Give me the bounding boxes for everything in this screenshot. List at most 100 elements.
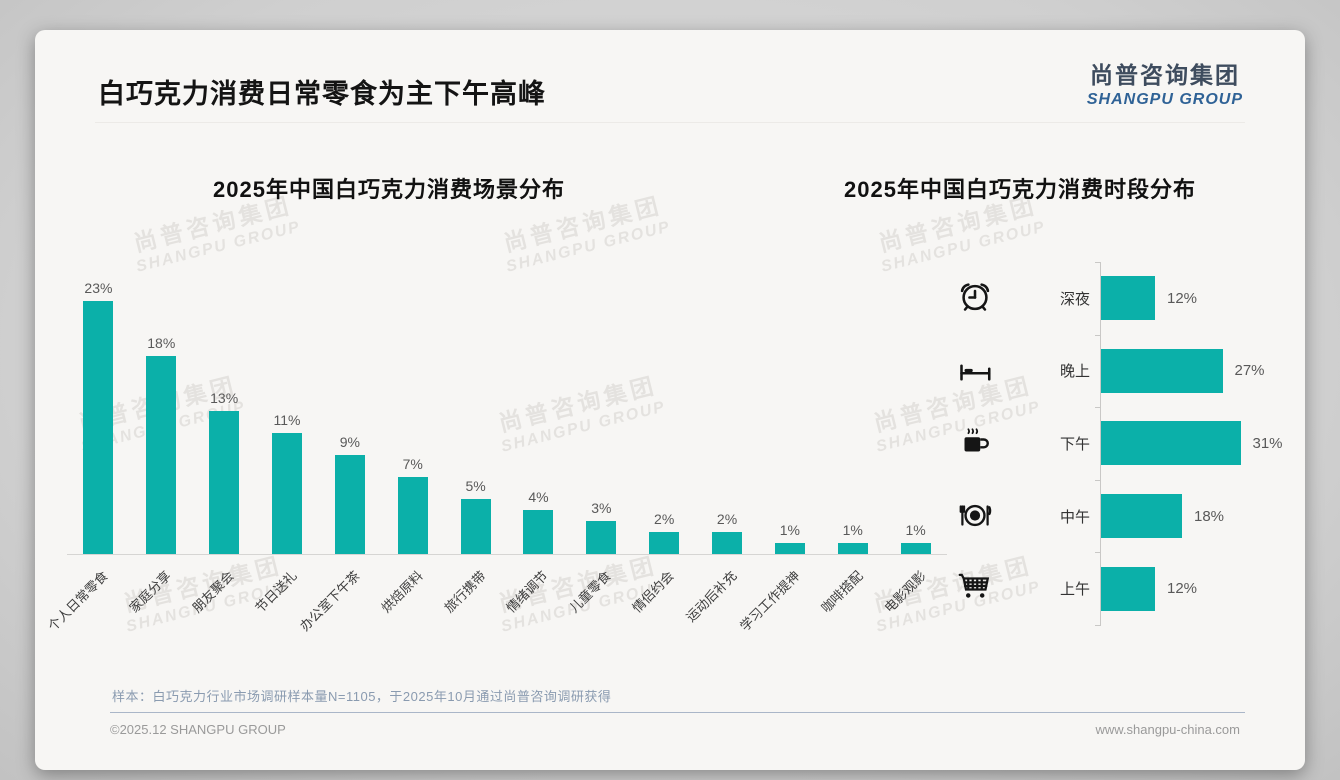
logo-chinese-text: 尚普咨询集团 — [1089, 62, 1240, 88]
bar-value-label: 1% — [779, 522, 800, 538]
bar-group: 13% — [193, 270, 256, 554]
category-label: 儿童零食 — [566, 568, 615, 616]
right-chart-title: 2025年中国白巧克力消费时段分布 — [844, 177, 1196, 202]
watermark-line2: SHANGPU GROUP — [504, 218, 673, 276]
bar — [209, 411, 240, 554]
bar — [272, 433, 302, 554]
time-bar-row: 12% — [1101, 262, 1300, 335]
axis-label-cell: 学习工作提神 — [737, 556, 821, 671]
time-bar-row: 18% — [1101, 480, 1300, 553]
category-label: 家庭分享 — [126, 568, 175, 616]
bar — [334, 455, 365, 554]
bar — [523, 510, 554, 554]
axis-label-cell: 个人日常零食 — [45, 556, 130, 671]
footer-divider — [110, 712, 1245, 713]
time-bar-chart: 深夜 晚上 下午 中午 上午 12% 27% 31% 18% 12% — [950, 262, 1300, 626]
bar-value-label: 2% — [716, 511, 738, 527]
bar — [712, 532, 743, 554]
bar — [837, 543, 868, 554]
bar-group: 9% — [318, 270, 381, 554]
time-category-label: 深夜 — [1059, 290, 1090, 308]
axis-label-cell: 旅行携带 — [441, 556, 507, 671]
bar — [83, 301, 114, 554]
category-label: 个人日常零食 — [45, 568, 112, 634]
slide-card: 尚普咨询集团 SHANGPU GROUP 尚普咨询集团 SHANGPU GROUP 尚普… — [35, 30, 1305, 770]
time-category-label: 中午 — [1059, 508, 1090, 526]
bar-group: 11% — [256, 270, 319, 554]
bar — [774, 543, 805, 554]
bar — [649, 532, 680, 554]
axis-tick — [1095, 625, 1101, 626]
time-category-label: 下午 — [1059, 435, 1090, 453]
bar-value-label: 3% — [591, 500, 612, 516]
watermark-line2: SHANGPU GROUP — [134, 218, 303, 276]
axis-label-cell: 情绪调节 — [504, 556, 570, 671]
time-icon-row — [950, 552, 1000, 625]
axis-label-cell: 办公室下午茶 — [297, 556, 381, 671]
bar-value-label: 18% — [147, 335, 176, 351]
bar-value-label: 23% — [84, 280, 113, 296]
website-text: www.shangpu-china.com — [1095, 722, 1240, 737]
bar-group: 7% — [381, 270, 444, 554]
axis-label-cell: 儿童零食 — [567, 556, 633, 671]
scene-bar-chart: 23% 18% 13% 11% 9% 7% 5% 4% 3% 2% 2% 1% 1% 1% — [67, 270, 947, 555]
bar — [1101, 421, 1241, 466]
dining-icon — [957, 496, 993, 537]
bar-group: 2% — [696, 270, 759, 554]
axis-label-cell: 家庭分享 — [127, 556, 193, 671]
bar-value-label: 11% — [273, 412, 301, 428]
category-label: 朋友聚会 — [189, 568, 237, 616]
axis-tick — [1095, 552, 1101, 554]
bar-value-label: 31% — [1252, 434, 1283, 452]
bar-value-label: 2% — [654, 511, 675, 527]
category-label: 烘焙原料 — [378, 568, 426, 616]
scene-axis-labels: 个人日常零食 家庭分享 朋友聚会 节日送礼 办公室下午茶 烘焙原料 旅行携带 情绪调节 儿童零食… — [45, 556, 947, 671]
bar — [586, 521, 617, 554]
category-label: 情绪调节 — [503, 568, 552, 616]
copyright-text: ©2025.12 SHANGPU GROUP — [110, 722, 286, 737]
category-label: 电影观影 — [880, 568, 929, 616]
bar-group: 1% — [884, 270, 947, 554]
axis-tick — [1095, 479, 1101, 481]
bar-value-label: 27% — [1234, 362, 1265, 380]
bar-value-label: 18% — [1194, 507, 1225, 525]
bar-group: 5% — [444, 270, 507, 554]
time-label-column: 深夜 晚上 下午 中午 上午 — [995, 262, 1090, 625]
bar — [460, 499, 491, 554]
axis-tick — [1095, 334, 1101, 336]
coffee-icon — [957, 423, 993, 464]
bar-value-label: 1% — [842, 522, 863, 538]
axis-tick — [1095, 262, 1101, 263]
bar-group: 1% — [758, 270, 821, 554]
axis-tick — [1095, 407, 1101, 409]
time-bar-row: 27% — [1101, 335, 1300, 408]
category-label: 节日送礼 — [252, 568, 300, 616]
shopping-cart-icon — [957, 568, 993, 609]
axis-label-cell: 电影观影 — [881, 556, 947, 671]
time-icon-row — [950, 407, 1000, 480]
company-logo: 尚普咨询集团 SHANGPU GROUP — [1087, 56, 1243, 109]
bar-value-label: 5% — [465, 478, 486, 494]
category-label: 情侣约会 — [629, 568, 677, 616]
time-bar-row: 12% — [1101, 552, 1300, 625]
time-bar-row: 31% — [1101, 407, 1300, 480]
bar-group: 4% — [507, 270, 570, 554]
bar-group: 2% — [633, 270, 696, 554]
time-bars-column: 12% 27% 31% 18% 12% — [1095, 262, 1300, 626]
bar-value-label: 4% — [528, 489, 549, 505]
bar-value-label: 12% — [1167, 580, 1198, 598]
bar-value-label: 13% — [210, 390, 239, 406]
header-divider — [95, 122, 1245, 123]
bar — [1101, 276, 1155, 321]
axis-label-cell: 烘焙原料 — [378, 556, 444, 671]
axis-label-cell: 朋友聚会 — [189, 556, 256, 671]
time-icon-column — [950, 262, 1000, 625]
bar-value-label: 9% — [339, 434, 360, 450]
bar-value-label: 12% — [1167, 289, 1198, 307]
time-category-label: 上午 — [1059, 581, 1090, 599]
page-title: 白巧克力消费日常零食为主下午高峰 — [98, 79, 546, 109]
bar-group: 18% — [130, 270, 193, 554]
bar-value-label: 7% — [402, 456, 423, 472]
bar-group: 23% — [67, 270, 130, 554]
left-chart-title: 2025年中国白巧克力消费场景分布 — [213, 177, 565, 202]
